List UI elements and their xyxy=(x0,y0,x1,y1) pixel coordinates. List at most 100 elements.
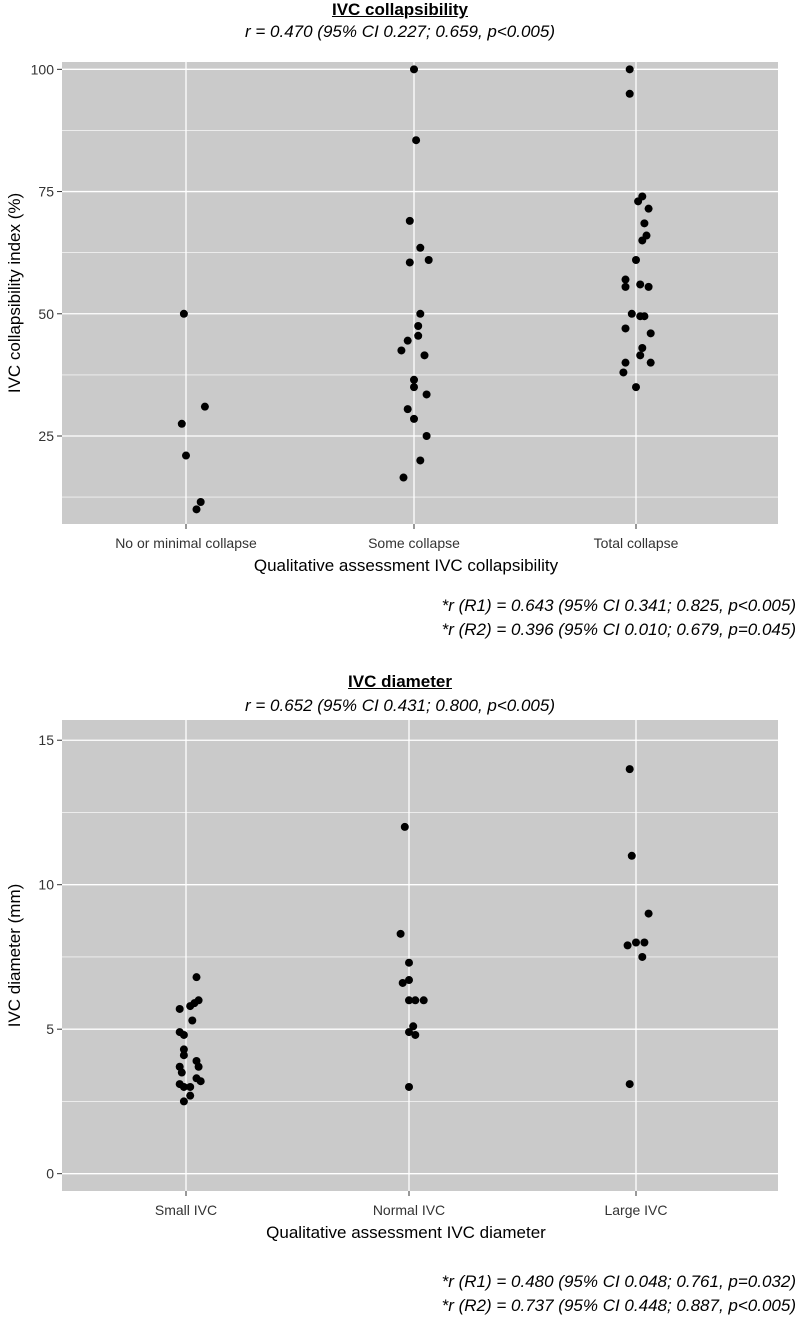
chart2-data-point xyxy=(625,765,634,774)
chart1-data-point xyxy=(646,329,655,338)
chart1-data-point xyxy=(634,197,643,206)
chart1-data-point xyxy=(621,358,630,367)
chart1-data-point xyxy=(179,309,188,318)
chart1-data-point xyxy=(638,236,647,245)
chart1-data-point xyxy=(619,368,628,377)
chart1-plot: 25 50 75 100 No or minimal collapse Some coll… xyxy=(5,61,778,575)
chart1-data-point xyxy=(416,456,425,465)
chart1-x-tick-label: No or minimal collapse xyxy=(115,535,257,551)
chart1-data-point xyxy=(646,358,655,367)
chart1-data-point xyxy=(200,402,209,411)
chart1-y-tick-label: 50 xyxy=(38,306,54,322)
chart1-data-point xyxy=(410,383,418,392)
chart1-data-point xyxy=(621,275,630,284)
chart1-subtitle: r = 0.470 (95% CI 0.227; 0.659, p<0.005) xyxy=(245,22,555,41)
chart2-data-point xyxy=(398,978,407,987)
chart1-data-point xyxy=(420,351,429,360)
chart2-note-r1: *r (R1) = 0.480 (95% CI 0.048; 0.761, p=… xyxy=(441,1272,796,1291)
chart1-data-point xyxy=(412,136,421,145)
chart1-y-tick-label: 100 xyxy=(31,61,55,77)
chart1-data-point xyxy=(196,498,205,506)
chart2-data-point xyxy=(405,1028,413,1037)
chart1-data-point xyxy=(416,309,425,318)
chart1-data-point xyxy=(424,256,433,264)
chart1-data-point xyxy=(636,351,645,360)
chart1-note-r2: *r (R2) = 0.396 (95% CI 0.010; 0.679, p=… xyxy=(441,620,796,639)
chart2-title: IVC diameter xyxy=(348,672,452,691)
chart1-data-point xyxy=(621,282,630,291)
chart2-data-point xyxy=(625,1080,634,1089)
chart1-data-point xyxy=(632,256,640,264)
chart2-data-point xyxy=(186,1002,195,1011)
chart1-data-point xyxy=(627,309,636,318)
chart2-note-r2: *r (R2) = 0.737 (95% CI 0.448; 0.887, p<… xyxy=(441,1296,796,1315)
chart2-x-tick-label: Large IVC xyxy=(604,1202,667,1218)
chart2-data-point xyxy=(405,976,413,985)
chart2-data-point xyxy=(196,1077,205,1086)
chart1-data-point xyxy=(405,216,414,225)
chart1-title: IVC collapsibility xyxy=(331,0,469,19)
chart2-data-point xyxy=(175,1004,184,1013)
chart1-y-tick-label: 25 xyxy=(38,428,54,444)
chart1-data-point xyxy=(410,65,418,74)
chart2-data-point xyxy=(411,996,420,1005)
chart2-data-point xyxy=(627,851,636,860)
chart1-data-point xyxy=(416,243,425,252)
chart2-data-point xyxy=(638,952,647,961)
chart1-data-point xyxy=(414,322,423,330)
chart2-data-point xyxy=(405,996,413,1005)
chart2-data-point xyxy=(177,1068,186,1077)
chart2-y-tick-label: 5 xyxy=(46,1021,54,1037)
chart2-plot: 0 5 10 15 Small IVC Normal IVC Large IVC Qualit… xyxy=(5,720,778,1242)
chart2-data-point xyxy=(179,1082,188,1091)
chart2-data-point xyxy=(186,1082,195,1091)
chart1-data-point xyxy=(397,346,406,355)
chart2-data-point xyxy=(405,1082,413,1091)
chart1-data-point xyxy=(625,89,634,98)
chart2-y-tick-label: 10 xyxy=(38,877,54,893)
chart1-data-point xyxy=(632,383,640,392)
chart1-data-point xyxy=(182,451,190,460)
chart2-data-point xyxy=(188,1016,197,1025)
chart2-x-axis-title: Qualitative assessment IVC diameter xyxy=(266,1223,546,1242)
chart2-data-point xyxy=(179,1045,188,1054)
chart2-data-point xyxy=(644,909,653,918)
chart2-data-point xyxy=(179,1030,188,1039)
chart2-x-tick-label: Small IVC xyxy=(155,1202,217,1218)
chart1-panel xyxy=(62,62,778,524)
chart1-data-point xyxy=(403,405,412,414)
chart2-data-point xyxy=(400,822,409,831)
chart2-y-axis-title: IVC diameter (mm) xyxy=(5,884,24,1028)
chart1-data-point xyxy=(403,336,412,345)
chart1-data-point xyxy=(636,280,645,289)
chart2-data-point xyxy=(640,938,649,947)
chart2-subtitle: r = 0.652 (95% CI 0.431; 0.800, p<0.005) xyxy=(245,696,555,715)
chart2-data-point xyxy=(409,1022,418,1031)
chart1-x-axis-title: Qualitative assessment IVC collapsibilit… xyxy=(254,556,559,575)
chart2-data-point xyxy=(411,1030,420,1039)
chart2-data-point xyxy=(194,1062,203,1071)
chart2-data-point xyxy=(192,973,201,982)
chart1-data-point xyxy=(410,375,418,384)
chart2-data-point xyxy=(405,958,413,967)
chart1-data-point xyxy=(177,419,186,428)
chart1-data-point xyxy=(640,219,649,228)
chart1-data-point xyxy=(644,204,653,213)
chart1-x-tick-label: Total collapse xyxy=(594,535,679,551)
chart2-data-point xyxy=(396,929,405,938)
chart1-note-r1: *r (R1) = 0.643 (95% CI 0.341; 0.825, p<… xyxy=(441,596,796,615)
chart2-panel xyxy=(62,720,778,1191)
chart2-data-point xyxy=(632,938,640,947)
chart2-data-point xyxy=(623,941,632,950)
chart1-data-point xyxy=(625,65,634,74)
chart2-x-tick-label: Normal IVC xyxy=(373,1202,445,1218)
chart1-data-point xyxy=(192,505,201,514)
chart1-data-point xyxy=(405,258,414,267)
chart2-data-point xyxy=(179,1097,188,1106)
chart1-data-point xyxy=(410,414,418,423)
chart2-data-point xyxy=(419,996,428,1005)
chart1-y-tick-label: 75 xyxy=(38,184,54,200)
chart2-y-tick-label: 0 xyxy=(46,1166,54,1182)
chart2-data-point xyxy=(186,1091,195,1100)
chart1-data-point xyxy=(422,390,431,399)
